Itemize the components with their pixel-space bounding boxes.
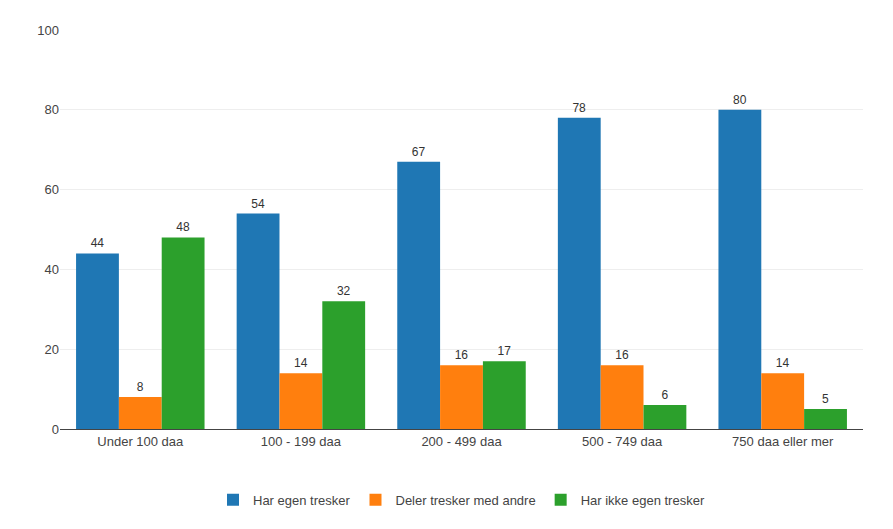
svg-text:Har egen tresker: Har egen tresker xyxy=(253,493,350,508)
svg-text:78: 78 xyxy=(572,101,586,115)
svg-text:100: 100 xyxy=(37,23,59,38)
svg-text:80: 80 xyxy=(733,93,747,107)
svg-text:Under 100 daa: Under 100 daa xyxy=(97,434,184,449)
svg-text:Har ikke egen tresker: Har ikke egen tresker xyxy=(581,493,705,508)
svg-text:8: 8 xyxy=(137,380,144,394)
svg-text:5: 5 xyxy=(822,392,829,406)
svg-text:54: 54 xyxy=(251,197,265,211)
svg-text:200 - 499 daa: 200 - 499 daa xyxy=(421,434,502,449)
svg-text:16: 16 xyxy=(615,348,629,362)
svg-text:14: 14 xyxy=(294,356,308,370)
svg-text:17: 17 xyxy=(497,344,511,358)
svg-text:14: 14 xyxy=(776,356,790,370)
svg-text:750 daa eller mer: 750 daa eller mer xyxy=(732,434,834,449)
svg-text:6: 6 xyxy=(661,388,668,402)
svg-text:67: 67 xyxy=(412,145,426,159)
svg-text:0: 0 xyxy=(52,422,59,437)
svg-text:60: 60 xyxy=(45,182,59,197)
svg-text:44: 44 xyxy=(91,236,105,250)
svg-text:100 - 199 daa: 100 - 199 daa xyxy=(261,434,342,449)
svg-text:40: 40 xyxy=(45,262,59,277)
svg-text:500 - 749 daa: 500 - 749 daa xyxy=(582,434,663,449)
svg-text:16: 16 xyxy=(455,348,469,362)
svg-text:Deler tresker med andre: Deler tresker med andre xyxy=(395,493,535,508)
svg-text:20: 20 xyxy=(45,342,59,357)
svg-text:32: 32 xyxy=(337,284,351,298)
svg-text:80: 80 xyxy=(45,102,59,117)
svg-text:48: 48 xyxy=(176,220,190,234)
